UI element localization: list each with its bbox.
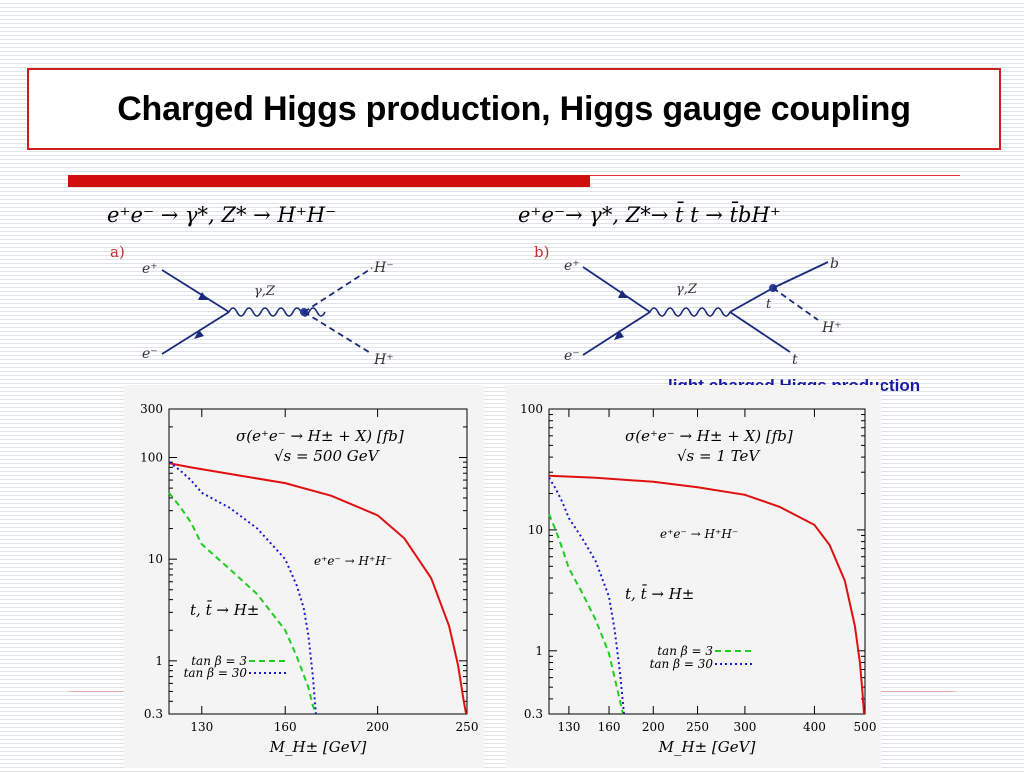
boson-propagator — [649, 307, 731, 317]
accent-line — [590, 175, 960, 176]
x-tick-label: 130 — [557, 720, 580, 734]
b-quark-line — [772, 261, 829, 289]
plot-500gev-canvas: 0.3 1 10 100 300 130 160 200 250 M_H± [GeV] σ(e⁺e⁻… — [140, 402, 479, 756]
footer-rule-right — [881, 691, 956, 692]
x-tick-label: 500 — [854, 720, 877, 734]
y-tick-label: 1 — [535, 644, 543, 658]
x-tick-label: 300 — [733, 720, 756, 734]
diagram-a-in-bottom: e⁻ — [142, 346, 158, 362]
x-tick-label: 400 — [803, 720, 826, 734]
curve-label-pair: e⁺e⁻ → H⁺H⁻ — [660, 527, 738, 541]
diagram-b-out-bottom: t — [792, 352, 798, 368]
plot-annotation: √s = 1 TeV — [677, 447, 761, 465]
fermion-line-bottom — [582, 311, 651, 356]
plot-1tev: 0.3 1 10 100 130 160 200 250 300 400 500 M_H± [GeV]… — [505, 385, 881, 768]
plot-annotation: √s = 500 GeV — [274, 447, 381, 465]
boson-propagator — [228, 307, 326, 317]
arrow-icon — [614, 330, 624, 340]
diagram-b-internal: t — [766, 297, 772, 312]
series-tan30 — [548, 477, 625, 715]
plot-annotation: σ(e⁺e⁻ → H± + X) [fb] — [236, 427, 404, 445]
diagram-a-boson: γ,Z — [254, 284, 276, 299]
y-tick-label: 300 — [140, 402, 163, 416]
x-tick-label: 160 — [274, 720, 297, 734]
diagram-a-out-top: H⁻ — [373, 260, 394, 276]
diagram-a-in-top: e⁺ — [142, 261, 158, 277]
y-tick-label: 100 — [520, 402, 543, 416]
title-box: Charged Higgs production, Higgs gauge co… — [27, 68, 1001, 150]
diagram-b-out-top: b — [830, 256, 839, 272]
slide-title: Charged Higgs production, Higgs gauge co… — [117, 89, 911, 128]
antitop-line — [729, 311, 791, 353]
y-tick-label: 0.3 — [144, 707, 163, 721]
curve-label-top: t, t̄ → H± — [190, 601, 259, 619]
scalar-line-bottom — [303, 311, 373, 355]
fermion-line-bottom — [161, 311, 230, 355]
diagram-a-label: a) — [110, 243, 125, 261]
y-tick-label: 10 — [528, 523, 543, 537]
diagram-b-label: b) — [534, 243, 549, 261]
x-tick-label: 250 — [456, 720, 479, 734]
arrow-icon — [618, 290, 628, 298]
accent-bar — [68, 175, 590, 187]
higgs-line — [772, 287, 819, 321]
footer-rule-left — [68, 691, 124, 692]
plot-frame — [168, 408, 468, 715]
x-tick-label: 200 — [642, 720, 665, 734]
series-tan3 — [168, 492, 318, 715]
x-tick-label: 130 — [190, 720, 213, 734]
process-b: e⁺e⁻→ γ*, Z*→ t̄ t → t̄bH⁺ — [518, 203, 781, 227]
series-pair — [548, 474, 865, 715]
x-axis-label: M_H± [GeV] — [658, 738, 756, 756]
fermion-line-top — [582, 266, 651, 313]
feynman-diagram-b: b) e⁺ e⁻ γ,Z t b H⁺ t — [534, 243, 842, 368]
plot-frame — [548, 408, 866, 715]
x-axis-label: M_H± [GeV] — [269, 738, 367, 756]
diagram-b-boson: γ,Z — [676, 282, 698, 297]
x-tick-label: 160 — [598, 720, 621, 734]
plot-500gev: 0.3 1 10 100 300 130 160 200 250 M_H± [GeV] σ(e⁺e⁻… — [124, 385, 484, 768]
x-tick-label: 250 — [686, 720, 709, 734]
diagram-b-out-mid: H⁺ — [821, 320, 842, 336]
legend-label: tan β = 30 — [650, 657, 714, 671]
legend-label: tan β = 3 — [191, 654, 247, 668]
series-pair — [168, 462, 468, 715]
series-tan3 — [548, 513, 624, 715]
legend-label: tan β = 30 — [184, 666, 248, 680]
arrow-icon — [198, 292, 208, 300]
arrow-icon — [194, 330, 204, 339]
process-a: e⁺e⁻ → γ*, Z* → H⁺H⁻ — [107, 203, 337, 227]
diagram-b-in-bottom: e⁻ — [564, 348, 580, 364]
curve-label-top: t, t̄ → H± — [625, 585, 694, 603]
plot-1tev-canvas: 0.3 1 10 100 130 160 200 250 300 400 500 M_H± [GeV]… — [520, 402, 877, 756]
curve-label-pair: e⁺e⁻ → H⁺H⁻ — [314, 554, 392, 568]
y-tick-label: 0.3 — [524, 707, 543, 721]
series-tan30 — [168, 461, 317, 715]
x-tick-label: 200 — [366, 720, 389, 734]
fermion-line-top — [161, 269, 230, 313]
scalar-line-top — [303, 267, 373, 313]
y-tick-label: 10 — [148, 552, 163, 566]
diagram-b-in-top: e⁺ — [564, 258, 580, 274]
plot-annotation: σ(e⁺e⁻ → H± + X) [fb] — [625, 427, 793, 445]
y-tick-label: 1 — [155, 654, 163, 668]
legend-label: tan β = 3 — [657, 644, 713, 658]
feynman-diagram-a: a) e⁺ e⁻ γ,Z H⁻ H⁺ — [110, 243, 394, 368]
top-quark-line — [729, 287, 774, 313]
y-tick-label: 100 — [140, 451, 163, 465]
diagram-a-out-bottom: H⁺ — [373, 352, 394, 368]
